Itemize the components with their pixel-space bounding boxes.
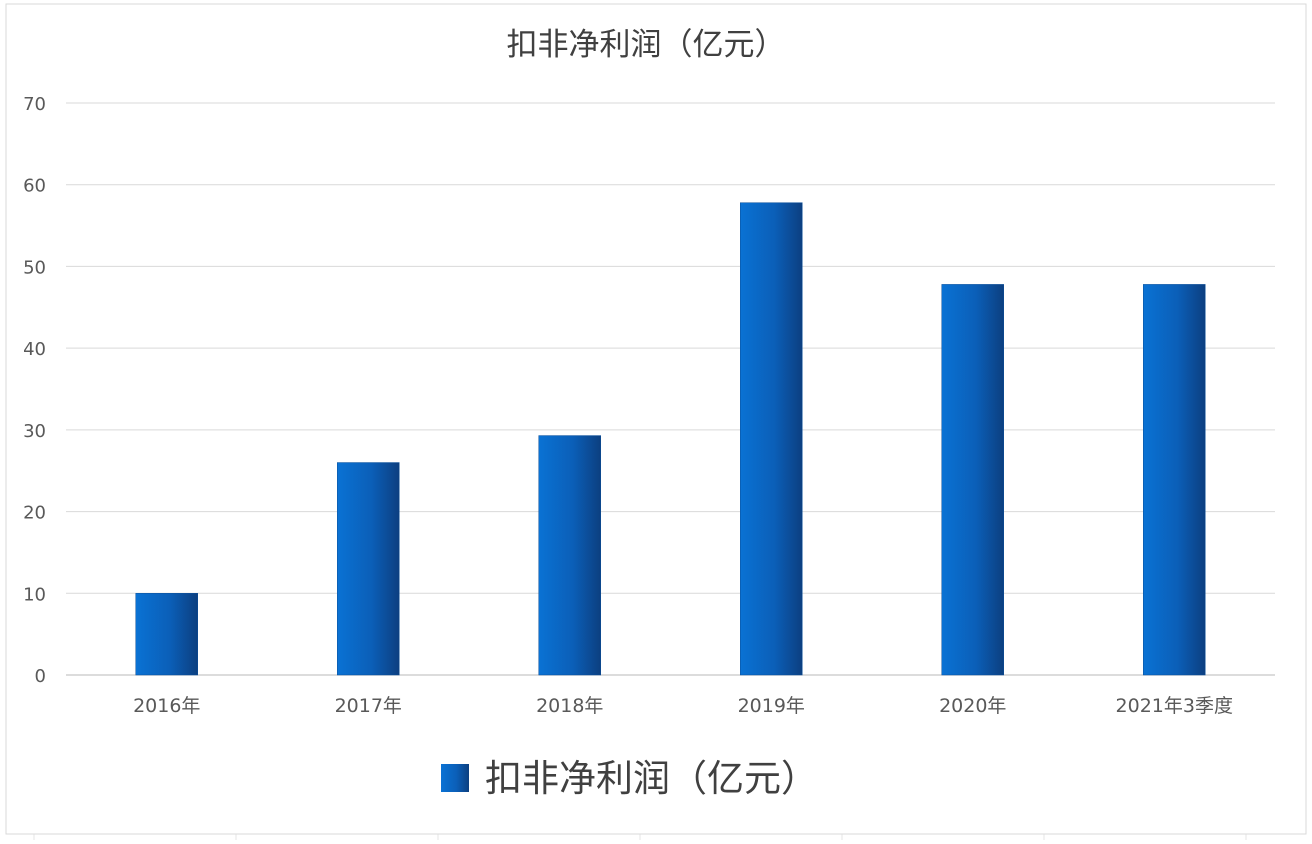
bar-0 <box>135 593 198 676</box>
x-tick-label: 2020年 <box>939 695 1006 717</box>
y-tick-label: 70 <box>23 94 46 115</box>
x-tick-label: 2021年3季度 <box>1116 695 1233 717</box>
gridlines <box>66 102 1275 594</box>
x-axis-tick-labels: 2016年 2017年 2018年 2019年 2020年 2021年3季度 <box>133 695 1233 717</box>
chart-title: 扣非净利润（亿元） <box>507 27 786 63</box>
y-axis-tick-labels: 0 10 20 30 40 50 60 70 <box>23 94 46 687</box>
x-tick-label: 2018年 <box>536 695 603 717</box>
bar-3 <box>740 202 803 676</box>
legend: 扣非净利润（亿元） <box>441 757 818 800</box>
legend-label: 扣非净利润（亿元） <box>485 757 818 800</box>
bar-5 <box>1143 284 1206 676</box>
bars <box>135 202 1206 676</box>
x-tick-label: 2017年 <box>335 695 402 717</box>
y-tick-label: 0 <box>35 666 46 687</box>
legend-swatch <box>441 764 469 792</box>
bar-1 <box>337 462 400 676</box>
y-tick-label: 60 <box>23 176 46 197</box>
y-tick-label: 10 <box>23 584 46 605</box>
bar-2 <box>538 435 601 676</box>
x-tick-label: 2019年 <box>738 695 805 717</box>
y-tick-label: 30 <box>23 421 46 442</box>
x-tick-label: 2016年 <box>133 695 200 717</box>
y-tick-label: 50 <box>23 257 46 278</box>
y-tick-label: 40 <box>23 339 46 360</box>
bar-4 <box>941 284 1004 676</box>
y-tick-label: 20 <box>23 503 46 524</box>
chart-frame <box>5 3 1307 835</box>
